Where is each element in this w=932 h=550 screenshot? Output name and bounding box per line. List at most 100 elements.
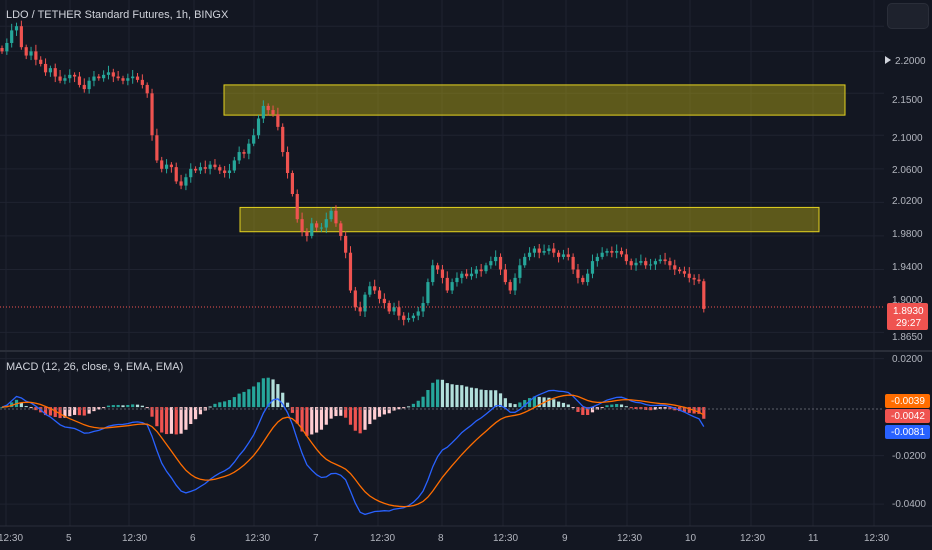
bearish-candle	[687, 273, 691, 278]
time-tick: 12:30	[0, 533, 23, 544]
histogram-bar	[440, 379, 445, 408]
price-axis[interactable]: 2.2300 2.2000 2.1500 2.1000 2.0600 2.020…	[887, 20, 928, 343]
histogram-bar	[460, 385, 464, 408]
histogram-value-tag	[885, 409, 930, 423]
candlestick-series	[0, 20, 706, 326]
bullish-candle	[126, 78, 130, 81]
time-tick: 11	[808, 533, 819, 544]
histogram-bar	[43, 407, 48, 416]
histogram-bar	[164, 407, 169, 435]
bearish-candle	[281, 126, 285, 153]
chart-settings-button[interactable]	[887, 3, 929, 29]
histogram-bar	[397, 407, 401, 410]
bearish-candle	[358, 307, 362, 312]
bullish-candle	[518, 265, 522, 278]
macd-axis[interactable]: 0.0200 -0.0039 -0.0042 -0.0081 -0.0200 -…	[885, 354, 930, 510]
bullish-candle	[469, 273, 474, 277]
histogram-bar	[315, 407, 319, 433]
bullish-candle	[586, 273, 590, 283]
bearish-candle	[373, 286, 377, 291]
histogram-bar	[513, 404, 517, 408]
bearish-candle	[479, 269, 483, 272]
histogram-bar	[547, 397, 551, 408]
bullish-candle	[416, 311, 420, 316]
histogram-bar	[455, 384, 459, 408]
histogram-bar	[523, 400, 527, 408]
bearish-candle	[73, 74, 77, 77]
bearish-candle	[223, 170, 227, 174]
price-tick: 2.0200	[892, 196, 923, 207]
bearish-candle	[339, 223, 343, 236]
macd-line	[1, 389, 705, 516]
bearish-candle	[121, 78, 125, 81]
bearish-candle	[436, 265, 440, 270]
bullish-candle	[68, 74, 72, 79]
signal-value: -0.0039	[891, 396, 925, 407]
histogram-bar	[334, 407, 338, 417]
histogram-bar	[479, 389, 483, 408]
macd-tick: 0.0200	[892, 354, 923, 365]
histogram-bar	[82, 407, 86, 416]
histogram-bar	[373, 407, 377, 420]
time-tick: 8	[438, 533, 444, 544]
bullish-candle	[523, 256, 527, 266]
bearish-candle	[203, 167, 207, 169]
bearish-candle	[619, 251, 624, 255]
bullish-candle	[29, 51, 33, 56]
time-tick: 9	[562, 533, 568, 544]
bearish-candle	[305, 231, 309, 236]
bearish-candle	[218, 167, 222, 171]
bullish-candle	[411, 315, 415, 319]
histogram-bar	[411, 403, 415, 408]
histogram-bar	[0, 407, 4, 409]
time-tick: 12:30	[370, 533, 395, 544]
histogram-bar	[24, 406, 28, 408]
histogram-bar	[34, 407, 38, 411]
histogram-bar	[682, 407, 687, 412]
histogram-bar	[87, 407, 91, 414]
bearish-candle	[508, 282, 512, 291]
histogram-bar	[436, 379, 440, 408]
bearish-candle	[498, 256, 503, 270]
histogram-bar	[145, 407, 149, 409]
macd-indicator-label[interactable]: MACD (12, 26, close, 9, EMA, EMA)	[6, 361, 183, 373]
bearish-candle	[581, 277, 585, 283]
symbol-title[interactable]: LDO / TETHER Standard Futures, 1h, BINGX	[6, 9, 229, 21]
histogram-bar	[600, 407, 604, 409]
histogram-bar	[377, 407, 382, 417]
histogram-bar	[363, 407, 367, 430]
histogram-bar	[232, 397, 236, 408]
histogram-bar	[663, 407, 667, 409]
bearish-candle	[97, 76, 101, 79]
histogram-bar	[319, 407, 324, 430]
bearish-candle	[39, 59, 43, 64]
histogram-bar	[605, 405, 609, 408]
histogram-bar	[426, 390, 430, 408]
histogram-bar	[223, 401, 227, 408]
resistance-zones[interactable]	[223, 84, 846, 233]
current-price-tag	[887, 303, 928, 330]
bullish-candle	[392, 307, 396, 312]
histogram-bar	[445, 383, 449, 408]
bearish-candle	[678, 269, 682, 272]
histogram-bar	[557, 401, 561, 408]
histogram-bar	[218, 402, 222, 408]
histogram-bar	[581, 407, 585, 415]
bearish-candle	[503, 269, 507, 283]
price-tick: 1.8650	[892, 332, 923, 343]
histogram-bar	[305, 407, 309, 436]
histogram-bar	[227, 400, 232, 408]
price-tick: 2.1500	[892, 95, 923, 106]
histogram-bar	[566, 404, 570, 408]
histogram-bar	[10, 402, 14, 408]
histogram-bar	[474, 388, 478, 408]
histogram-bar	[48, 407, 52, 416]
histogram-bar	[285, 402, 290, 408]
histogram-bar	[102, 407, 106, 409]
time-axis[interactable]: 12:30 5 12:30 6 12:30 7 12:30 8 12:30 9 …	[0, 525, 932, 544]
bullish-candle	[310, 223, 314, 236]
bullish-candle	[406, 318, 411, 320]
bearish-candle	[397, 307, 401, 316]
bearish-candle	[19, 26, 23, 48]
